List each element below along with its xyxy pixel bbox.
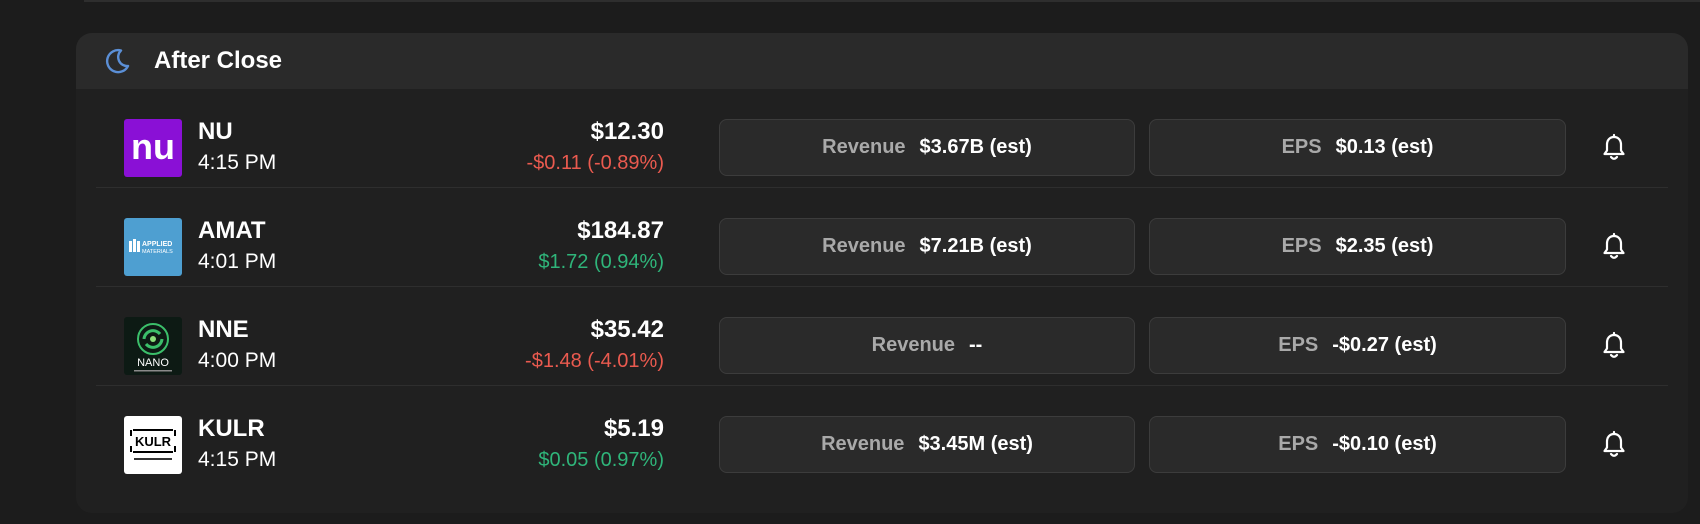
revenue-estimate: Revenue $7.21B (est)	[719, 218, 1135, 275]
eps-estimate: EPS -$0.27 (est)	[1149, 317, 1566, 374]
revenue-label: Revenue	[822, 235, 906, 257]
price-change: $1.72 (0.94%)	[538, 251, 664, 273]
report-time: 4:15 PM	[198, 151, 277, 174]
stock-price: $12.30	[590, 118, 664, 145]
report-time: 4:15 PM	[198, 448, 277, 471]
bell-icon[interactable]	[1599, 430, 1629, 460]
svg-text:APPLIED: APPLIED	[142, 241, 172, 248]
revenue-value: $3.67B (est)	[919, 136, 1032, 158]
nano-nuclear-logo: NANO	[124, 317, 182, 375]
bell-icon[interactable]	[1599, 232, 1629, 262]
revenue-label: Revenue	[822, 136, 906, 158]
eps-label: EPS	[1281, 235, 1322, 257]
nu-logo: nu	[124, 119, 182, 177]
earnings-row[interactable]: NANO NNE 4:00 PM $35.42 -$1.48 (-4.01%) …	[96, 287, 1668, 386]
eps-value: $0.13 (est)	[1335, 136, 1434, 158]
earnings-row[interactable]: APPLIED MATERIALS AMAT 4:01 PM $184.87 $…	[96, 188, 1668, 287]
earnings-row[interactable]: KULR KULR 4:15 PM $5.19 $0.05 (0.97%) Re…	[96, 386, 1668, 484]
ticker-symbol[interactable]: NU	[198, 118, 233, 145]
earnings-list: nu NU 4:15 PM $12.30 -$0.11 (-0.89%) Rev…	[96, 89, 1668, 484]
moon-icon	[102, 45, 134, 77]
ticker-symbol[interactable]: AMAT	[198, 217, 266, 244]
revenue-value: $3.45M (est)	[918, 433, 1033, 455]
svg-text:KULR: KULR	[135, 434, 172, 449]
eps-value: -$0.27 (est)	[1332, 334, 1437, 356]
revenue-estimate: Revenue $3.45M (est)	[719, 416, 1135, 473]
revenue-estimate: Revenue $3.67B (est)	[719, 119, 1135, 176]
stock-price: $184.87	[577, 217, 664, 244]
bell-icon[interactable]	[1599, 133, 1629, 163]
revenue-label: Revenue	[871, 334, 956, 356]
eps-label: EPS	[1278, 433, 1319, 455]
report-time: 4:01 PM	[198, 250, 277, 273]
ticker-symbol[interactable]: KULR	[198, 415, 265, 442]
eps-estimate: EPS $0.13 (est)	[1149, 119, 1566, 176]
eps-label: EPS	[1281, 136, 1322, 158]
svg-text:MATERIALS: MATERIALS	[142, 249, 173, 255]
price-change: $0.05 (0.97%)	[538, 449, 664, 471]
ticker-symbol[interactable]: NNE	[198, 316, 249, 343]
earnings-row[interactable]: nu NU 4:15 PM $12.30 -$0.11 (-0.89%) Rev…	[96, 89, 1668, 188]
eps-estimate: EPS $2.35 (est)	[1149, 218, 1566, 275]
revenue-value: --	[969, 334, 983, 356]
eps-label: EPS	[1278, 334, 1319, 356]
svg-text:NANO: NANO	[137, 357, 169, 369]
eps-value: $2.35 (est)	[1335, 235, 1434, 257]
kulr-logo: KULR	[124, 416, 182, 474]
section-title: After Close	[154, 47, 283, 74]
after-close-section: After Close nu NU 4:15 PM $12.30 -$0.11 …	[76, 33, 1688, 513]
bell-icon[interactable]	[1599, 331, 1629, 361]
report-time: 4:00 PM	[198, 349, 277, 372]
eps-estimate: EPS -$0.10 (est)	[1149, 416, 1566, 473]
section-header: After Close	[76, 33, 1688, 89]
eps-value: -$0.10 (est)	[1332, 433, 1437, 455]
stock-price: $35.42	[590, 316, 664, 343]
price-change: -$1.48 (-4.01%)	[525, 350, 664, 372]
applied-materials-logo: APPLIED MATERIALS	[124, 218, 182, 276]
svg-text:nu: nu	[131, 126, 175, 167]
stock-price: $5.19	[603, 415, 664, 442]
top-divider	[84, 0, 1700, 2]
revenue-estimate: Revenue --	[719, 317, 1135, 374]
price-change: -$0.11 (-0.89%)	[526, 152, 664, 174]
revenue-value: $7.21B (est)	[919, 235, 1032, 257]
revenue-label: Revenue	[821, 433, 905, 455]
